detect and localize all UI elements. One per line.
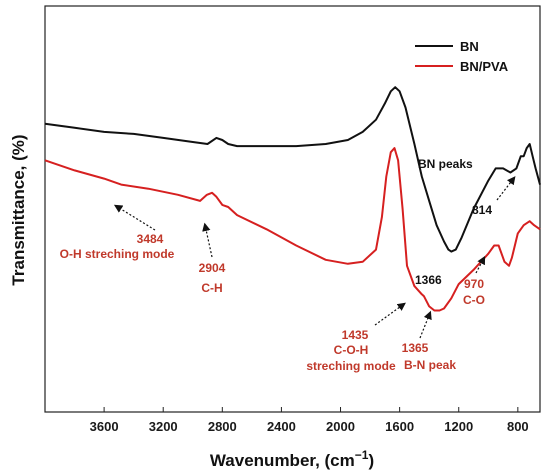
x-tick-label: 1200 [444, 419, 473, 434]
arrow-2904 [202, 222, 213, 258]
annotation-coh-stretch: streching mode [306, 359, 396, 373]
annotation-814: 814 [472, 203, 492, 217]
x-tick-label: 2800 [208, 419, 237, 434]
legend-label-bnpva: BN/PVA [460, 59, 509, 74]
annotation-2904: 2904 [199, 261, 226, 275]
legend: BN BN/PVA [415, 39, 509, 74]
x-axis-label-sup: −1 [355, 448, 369, 462]
arrow-814 [496, 176, 516, 201]
series-line-bn [44, 86, 541, 253]
annotation-arrows [113, 176, 516, 339]
annotation-oh-stretch: O-H streching mode [60, 247, 175, 261]
annotation-1435: 1435 [342, 328, 369, 342]
x-axis-label-main: Wavenumber, (cm [210, 451, 355, 470]
y-axis-label: Transmittance, (%) [9, 134, 28, 285]
x-tick-label: 3200 [149, 419, 178, 434]
annotation-3484: 3484 [137, 232, 164, 246]
arrow-1435 [374, 302, 406, 326]
x-tick-label: 2400 [267, 419, 296, 434]
annotation-ch: C-H [201, 281, 222, 295]
series-lines [44, 86, 541, 312]
annotation-970: 970 [464, 277, 484, 291]
annotation-bn-peak: B-N peak [404, 358, 456, 372]
x-axis-label-close: ) [368, 451, 374, 470]
annotation-1365: 1365 [402, 341, 429, 355]
x-tick-label: 3600 [90, 419, 119, 434]
x-tick-label: 1600 [385, 419, 414, 434]
annotation-1366: 1366 [415, 273, 442, 287]
arrow-970 [475, 255, 486, 274]
arrow-1365 [419, 310, 432, 339]
x-tick-label: 800 [507, 419, 529, 434]
arrow-3484 [113, 204, 156, 231]
x-axis-ticks: 3600 3200 2800 2400 2000 1600 1200 800 [90, 407, 529, 434]
x-axis-label: Wavenumber, (cm−1) [210, 448, 374, 470]
annotation-co: C-O [463, 293, 485, 307]
annotation-bn-peaks: BN peaks [418, 157, 473, 171]
legend-label-bn: BN [460, 39, 479, 54]
annotation-coh: C-O-H [334, 343, 369, 357]
series-line-bn-pva [44, 147, 541, 312]
plot-frame [44, 5, 541, 413]
x-tick-label: 2000 [326, 419, 355, 434]
